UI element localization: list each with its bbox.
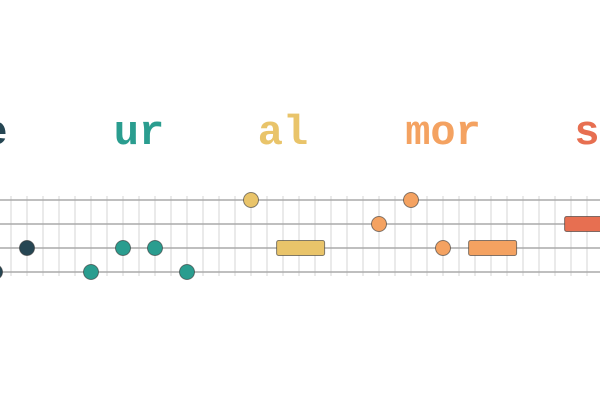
- note-dot: [403, 192, 419, 208]
- note-dot: [243, 192, 259, 208]
- note-dot: [435, 240, 451, 256]
- note-bar: [564, 216, 600, 232]
- note-dot: [179, 264, 195, 280]
- note-bar: [276, 240, 326, 256]
- note-dot: [19, 240, 35, 256]
- note-dot: [371, 216, 387, 232]
- token-label: al: [257, 109, 309, 157]
- token-label: e: [0, 108, 8, 158]
- note-bar: [468, 240, 518, 256]
- token-label: mor: [405, 109, 481, 157]
- token-label: s: [574, 109, 600, 157]
- token-label: ur: [113, 109, 165, 157]
- note-dot: [83, 264, 99, 280]
- note-dot: [115, 240, 131, 256]
- note-dot: [0, 265, 3, 279]
- note-dot: [147, 240, 163, 256]
